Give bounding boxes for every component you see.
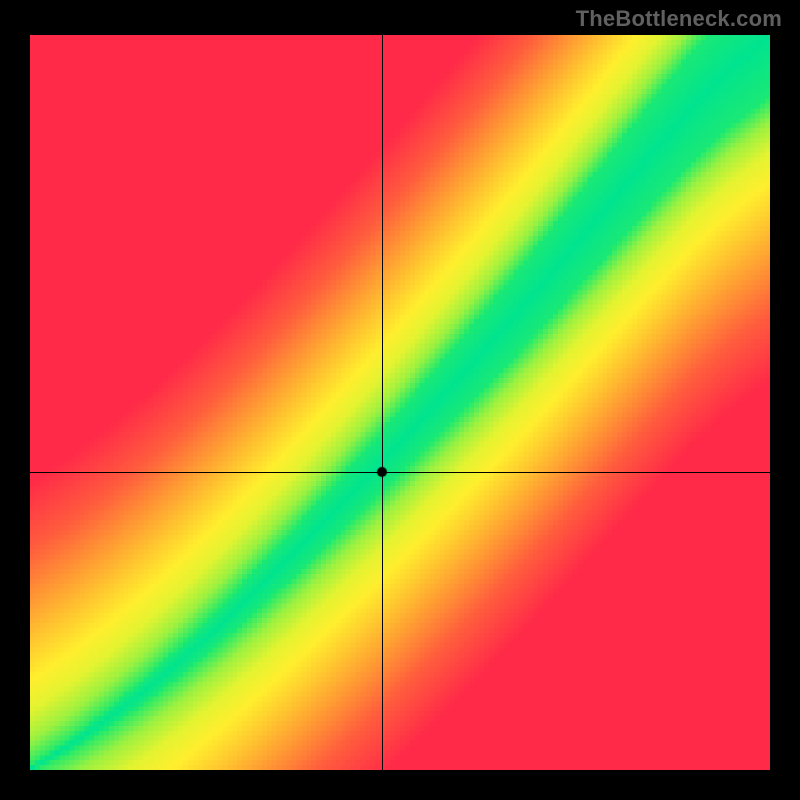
crosshair-dot [376,466,388,478]
crosshair-horizontal-line [30,472,770,473]
bottleneck-heatmap [30,35,770,770]
watermark-text: TheBottleneck.com [576,6,782,32]
chart-container: TheBottleneck.com [0,0,800,800]
crosshair-vertical-line [382,35,383,770]
